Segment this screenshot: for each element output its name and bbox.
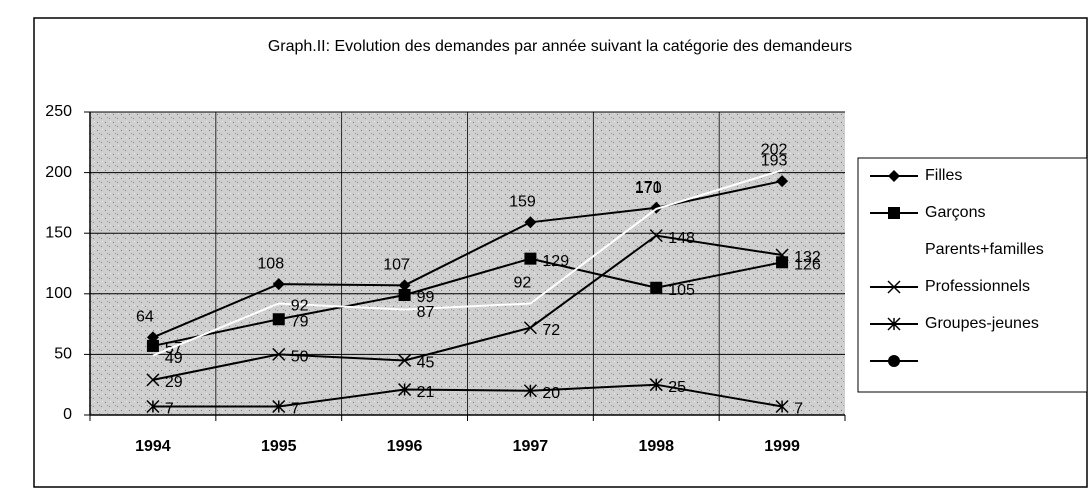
marker [272, 278, 285, 291]
series-line [152, 383, 783, 408]
data-label: 79 [291, 313, 309, 330]
marker [650, 281, 663, 294]
legend-label: Garçons [925, 204, 985, 221]
data-label: 92 [514, 275, 532, 292]
data-label: 193 [761, 152, 788, 169]
marker [649, 229, 663, 243]
chart-title: Graph.II: Evolution des demandes par ann… [268, 38, 852, 55]
marker [524, 252, 537, 265]
marker [649, 378, 663, 392]
y-tick-label: 50 [54, 346, 72, 363]
marker [146, 399, 160, 414]
legend-box [857, 157, 1088, 393]
marker [398, 279, 411, 292]
marker [146, 339, 159, 352]
data-label: 171 [635, 179, 662, 196]
data-label: 99 [417, 289, 435, 306]
series-line [152, 234, 783, 381]
marker [775, 399, 789, 414]
legend-marker [888, 355, 900, 367]
marker [272, 313, 285, 326]
data-label: 45 [417, 355, 435, 372]
legend-label: Professionnels [925, 278, 1030, 295]
legend-label: Groupes-jeunes [925, 315, 1039, 332]
marker [776, 256, 789, 269]
x-tick-label: 1994 [135, 438, 171, 455]
data-label: 105 [668, 282, 695, 299]
data-label: 129 [542, 253, 569, 270]
marker [887, 280, 901, 294]
y-tick-label: 200 [45, 164, 72, 181]
x-tick-label: 1996 [387, 438, 423, 455]
marker [398, 353, 412, 367]
data-label: 170 [635, 180, 662, 197]
legend-label: Filles [925, 167, 962, 184]
x-tick-label: 1997 [513, 438, 549, 455]
marker [398, 289, 411, 302]
data-label: 64 [136, 309, 154, 326]
marker [523, 384, 537, 398]
data-label: 25 [668, 379, 686, 396]
marker [272, 399, 286, 414]
marker [272, 347, 286, 361]
y-tick-label: 250 [45, 103, 72, 120]
marker [398, 383, 412, 397]
marker [524, 216, 537, 229]
marker [888, 207, 900, 219]
data-label: 72 [542, 322, 560, 339]
data-label: 108 [257, 255, 284, 272]
data-label: 20 [542, 385, 560, 402]
x-tick-label: 1995 [261, 438, 297, 455]
marker [146, 373, 160, 387]
y-tick-label: 100 [45, 285, 72, 302]
data-label: 92 [291, 298, 309, 315]
marker [775, 248, 789, 262]
data-label: 7 [291, 401, 300, 418]
x-tick-label: 1998 [638, 438, 674, 455]
data-label: 7 [794, 401, 803, 418]
marker [888, 170, 900, 182]
marker [523, 321, 537, 335]
data-label: 21 [417, 384, 435, 401]
data-label: 202 [761, 141, 788, 158]
data-label: 7 [165, 401, 174, 418]
data-label: 148 [668, 230, 695, 247]
data-label: 87 [417, 304, 435, 321]
data-label: 132 [794, 249, 821, 266]
marker [776, 175, 789, 188]
y-tick-label: 150 [45, 224, 72, 241]
series-line [152, 257, 783, 347]
x-tick-label: 1999 [764, 438, 800, 455]
y-tick-label: 0 [63, 406, 72, 423]
marker [887, 317, 901, 331]
series-line [152, 169, 783, 357]
data-label: 50 [291, 349, 309, 366]
legend-label: Parents+familles [925, 241, 1044, 258]
data-label: 107 [383, 257, 410, 274]
data-label: 29 [165, 374, 183, 391]
data-label: 126 [794, 257, 821, 274]
data-label: 159 [509, 194, 536, 211]
data-label: 49 [165, 350, 183, 367]
